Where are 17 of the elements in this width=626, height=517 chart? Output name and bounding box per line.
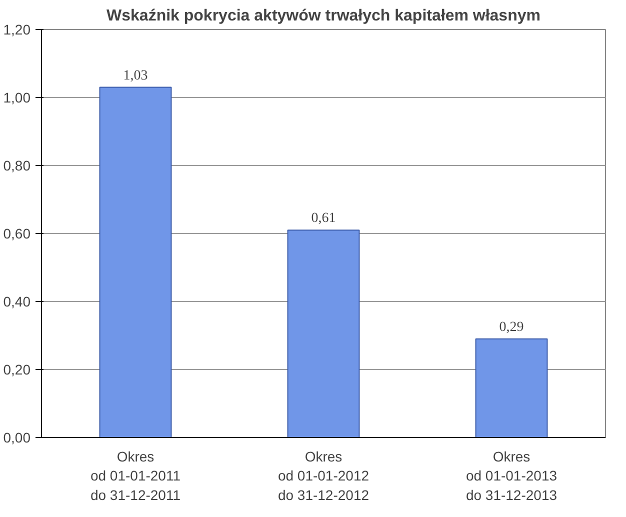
data-label: 1,03 xyxy=(123,68,148,84)
y-tick-label: 0,20 xyxy=(3,362,31,378)
chart-title: Wskaźnik pokrycia aktywów trwałych kapitałem własnym xyxy=(106,8,540,24)
bar xyxy=(99,86,172,438)
y-tick-label: 0,80 xyxy=(3,158,31,174)
y-tick-label: 0,60 xyxy=(3,226,31,242)
bar xyxy=(475,338,548,438)
x-tick-label: Okres od 01-01-2011 do 31-12-2011 xyxy=(90,448,181,503)
x-tick-label: Okres od 01-01-2012 do 31-12-2012 xyxy=(278,448,370,503)
x-tick-label: Okres od 01-01-2013 do 31-12-2013 xyxy=(466,448,558,503)
y-tick-label: 1,00 xyxy=(3,90,31,106)
y-tick-label: 1,20 xyxy=(3,22,31,38)
data-label: 0,61 xyxy=(311,211,336,226)
y-tick-label: 0,40 xyxy=(3,294,31,310)
y-tick-label: 0,00 xyxy=(3,430,31,446)
bar xyxy=(287,230,360,438)
data-label: 0,29 xyxy=(499,320,524,335)
